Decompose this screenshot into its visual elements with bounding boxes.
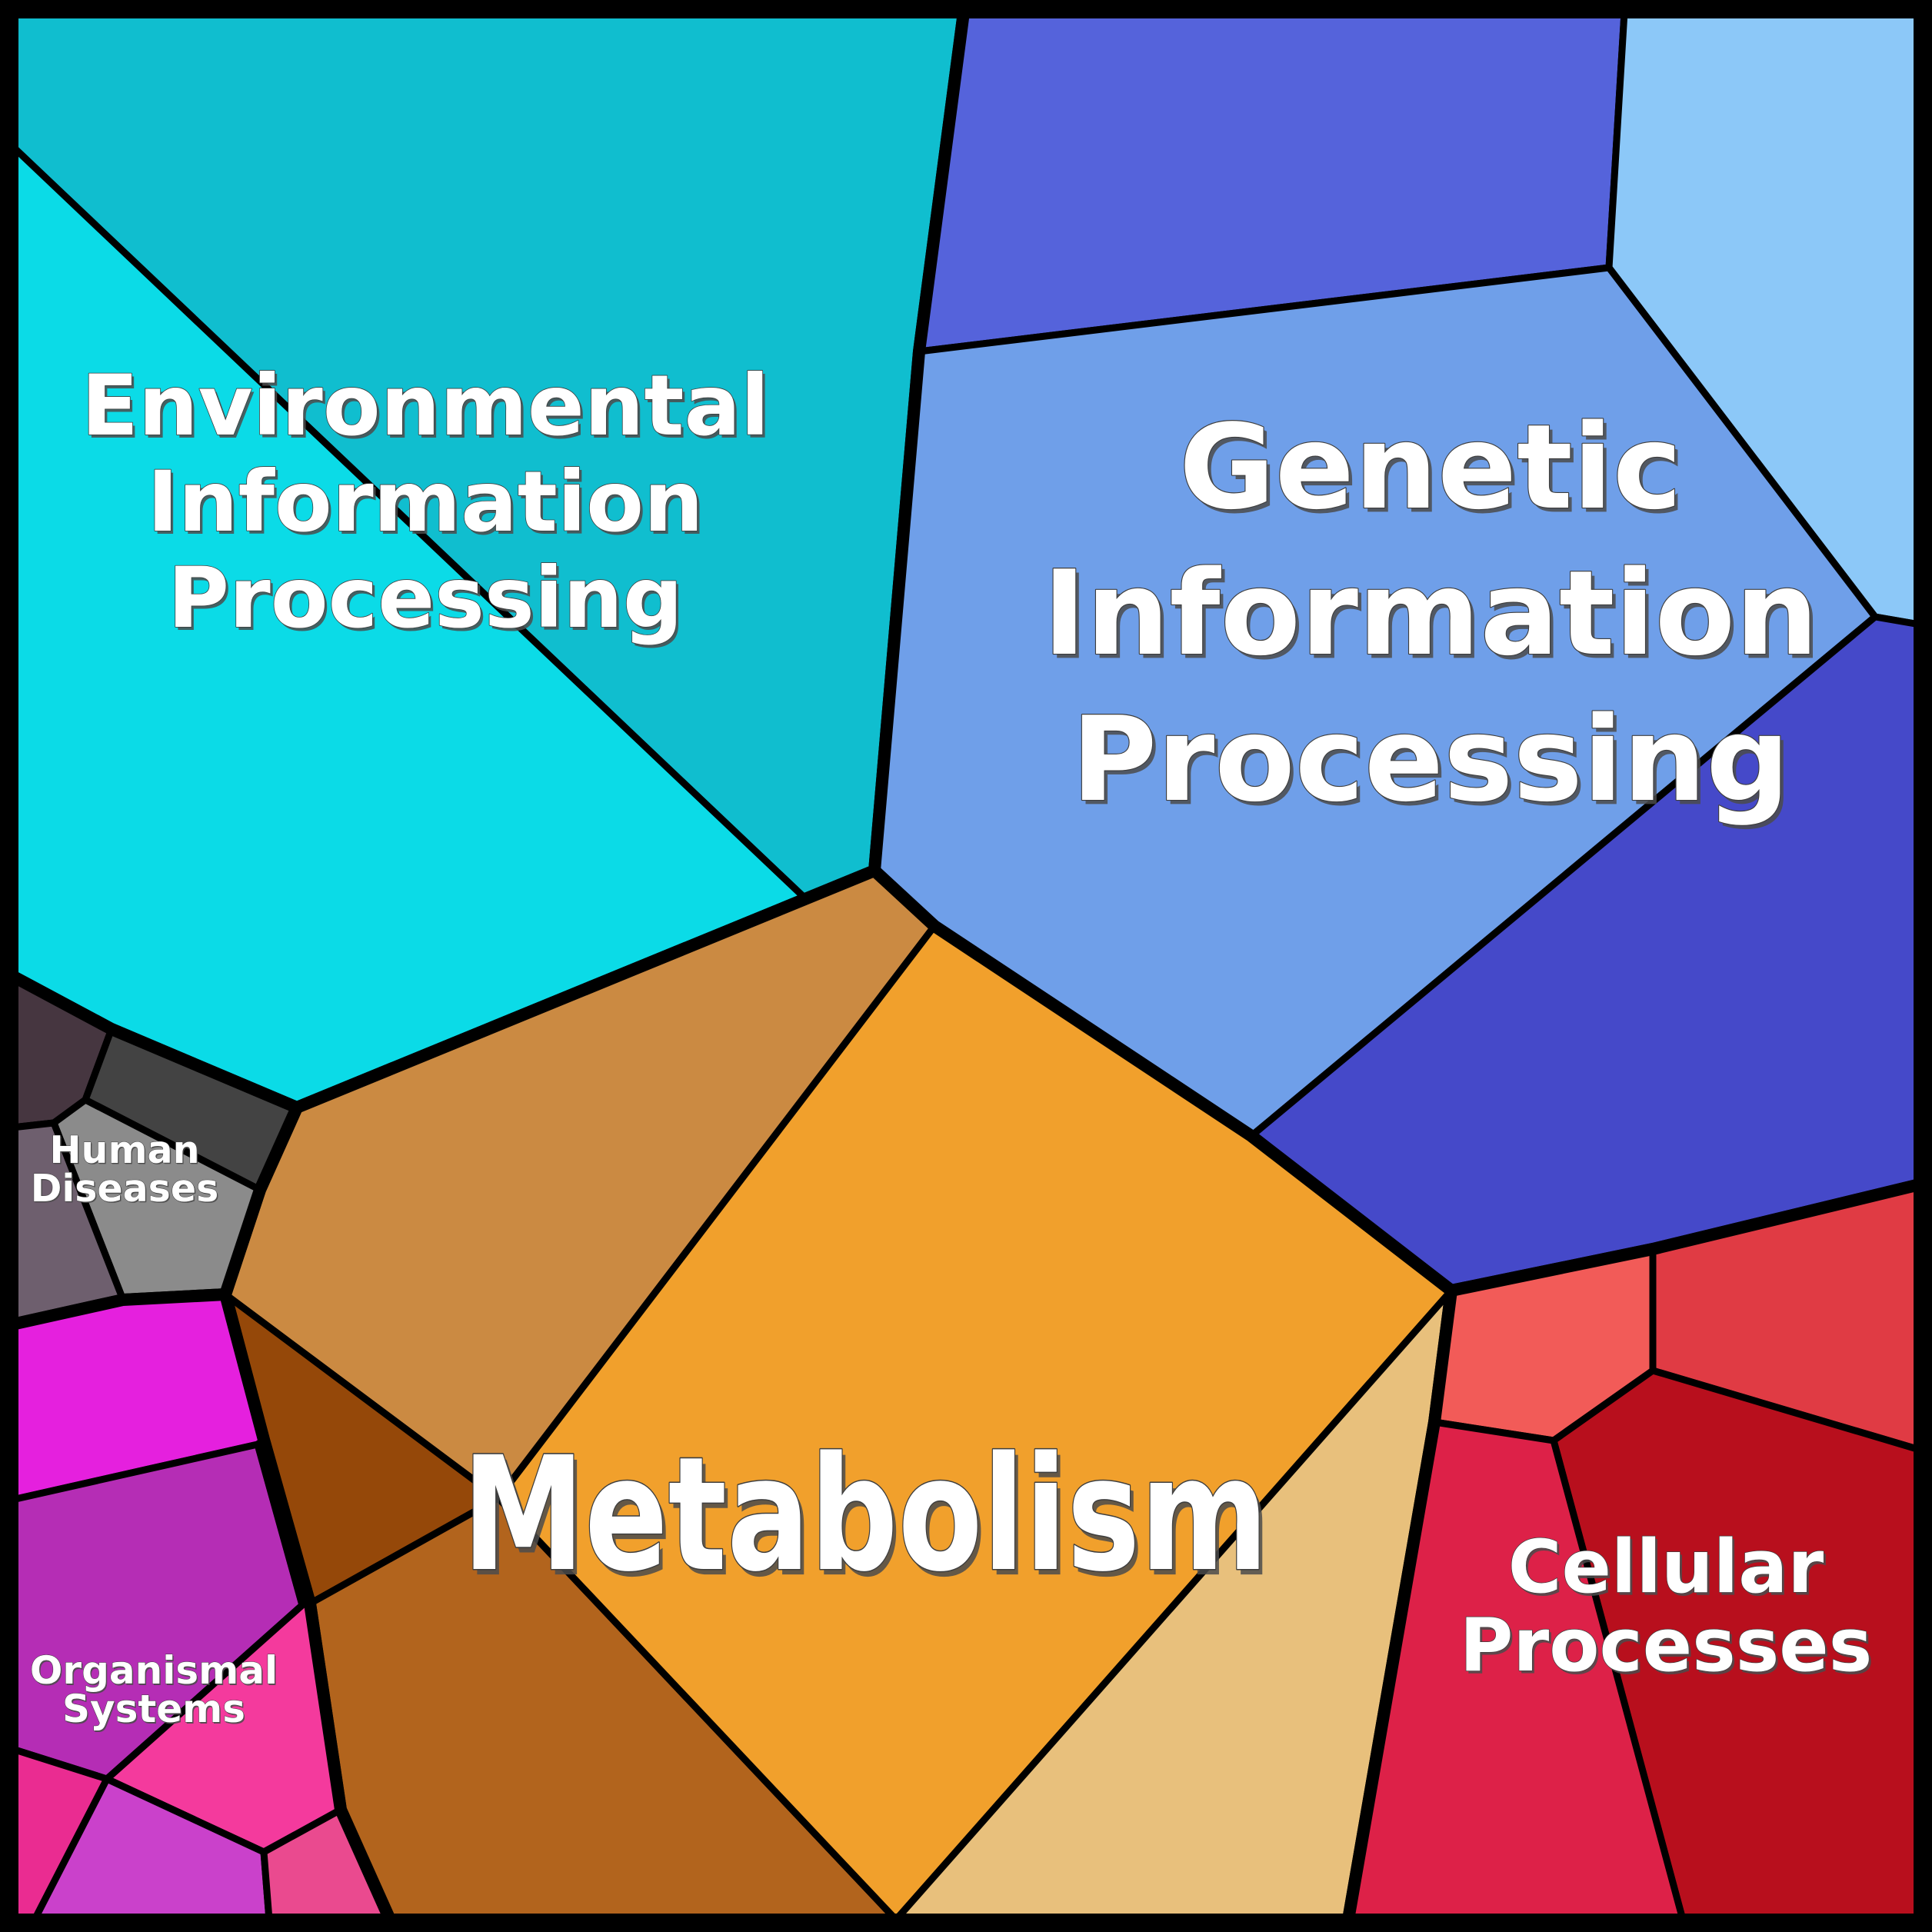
group-human-diseases [6,970,303,1331]
group-label-shadow-environmental-information-processing-line-2: Information [150,456,706,554]
group-label-environmental-information-processing-line-1: Environmental [82,357,770,455]
group-label-shadow-cellular-processes-line-2: Processes [1462,1606,1875,1690]
group-label-shadow-metabolism-line-1: Metabolism [466,1429,1272,1612]
group-label-shadow-genetic-information-processing-line-2: Information [1046,549,1822,685]
group-label-shadow-genetic-information-processing-line-3: Processing [1075,695,1794,831]
group-label-organismal-systems-line-2: Systems [62,1687,245,1731]
group-label-shadow-human-diseases-line-1: Human [51,1130,201,1174]
group-label-shadow-environmental-information-processing-line-3: Processing [170,552,685,650]
group-label-environmental-information-processing: EnvironmentalEnvironmentalInformationInf… [81,356,772,650]
group-label-cellular-processes-line-2: Processes [1460,1604,1873,1688]
group-label-environmental-information-processing-line-3: Processing [168,549,683,647]
group-label-shadow-environmental-information-processing-line-1: Environmental [84,360,772,458]
group-label-environmental-information-processing-line-2: Information [147,453,703,551]
group-label-organismal-systems-line-1: Organismal [30,1648,278,1693]
group-label-cellular-processes-line-1: Cellular [1508,1525,1824,1610]
group-label-human-diseases-line-2: Diseases [31,1167,219,1211]
group-label-genetic-information-processing: GeneticGeneticInformationInformationProc… [1042,398,1822,831]
group-label-genetic-information-processing-line-1: Genetic [1179,399,1682,535]
group-label-shadow-human-diseases-line-2: Diseases [32,1168,220,1212]
group-label-human-diseases-line-1: Human [50,1128,200,1172]
group-label-shadow-cellular-processes-line-1: Cellular [1511,1527,1827,1612]
group-label-shadow-organismal-systems-line-1: Organismal [31,1650,278,1694]
group-label-genetic-information-processing-line-2: Information [1043,545,1819,681]
group-label-shadow-organismal-systems-line-2: Systems [63,1688,246,1733]
group-label-metabolism-line-1: Metabolism [462,1424,1268,1607]
group-label-genetic-information-processing-line-3: Processing [1071,691,1790,828]
group-label-shadow-genetic-information-processing-line-1: Genetic [1183,403,1686,539]
